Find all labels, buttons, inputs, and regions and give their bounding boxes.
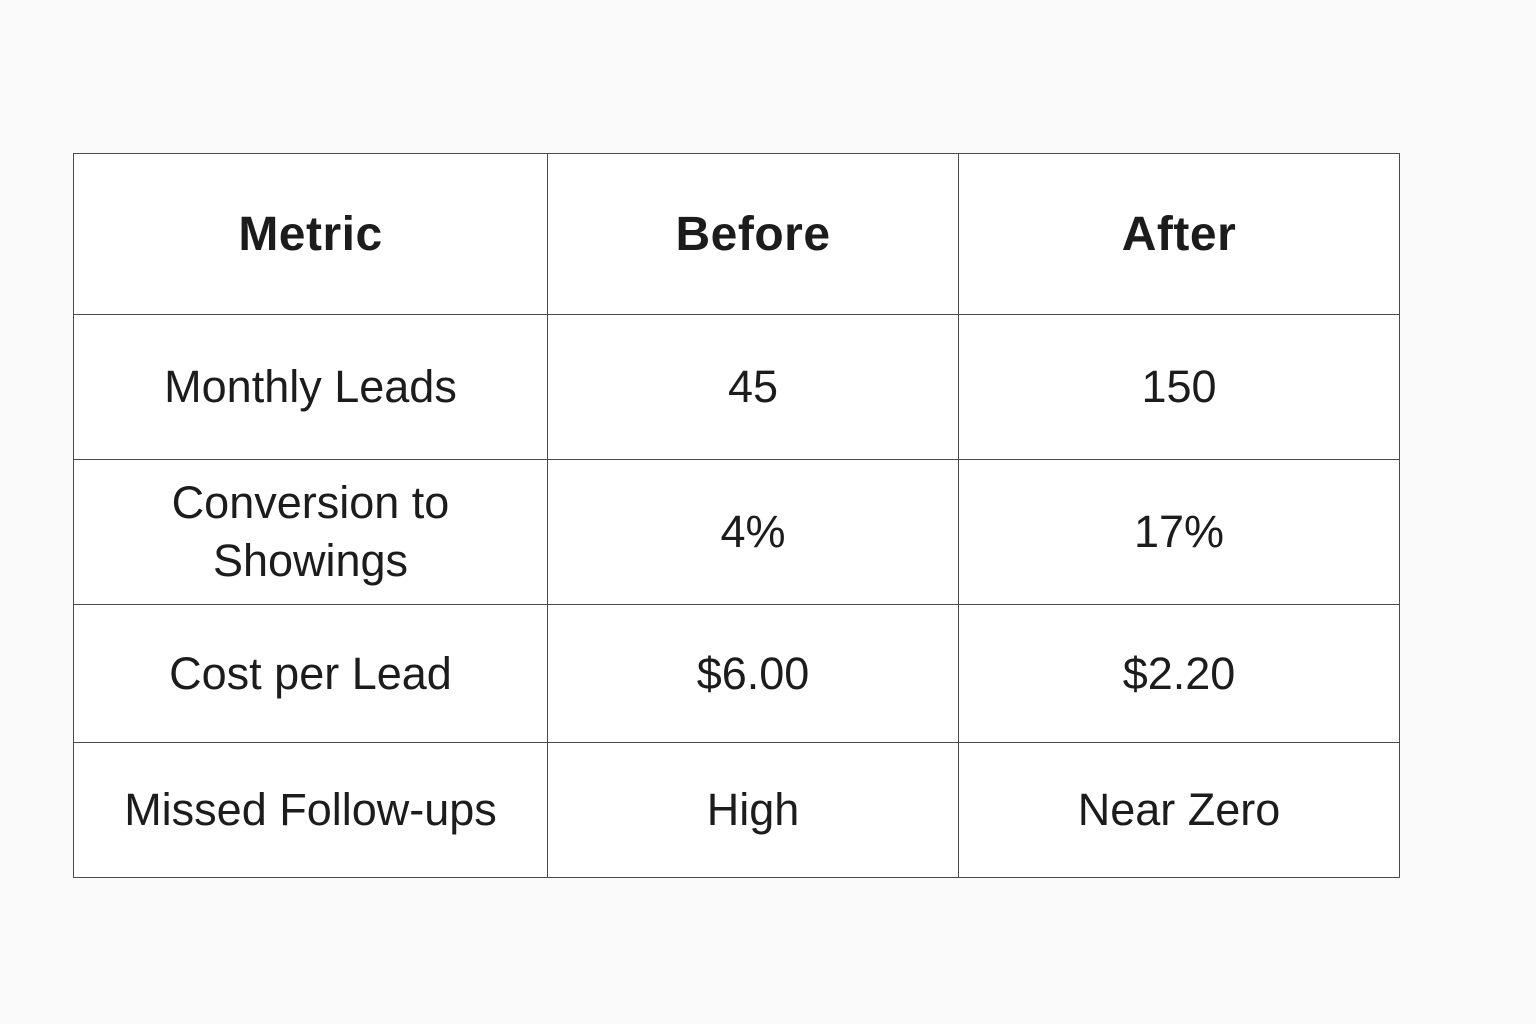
cell-after: 17%: [958, 459, 1400, 605]
header-metric: Metric: [73, 153, 548, 315]
comparison-table-container: Metric Before After Monthly Leads 45 150…: [73, 153, 1400, 878]
cell-after: 150: [958, 314, 1400, 460]
cell-after: $2.20: [958, 604, 1400, 743]
header-before: Before: [547, 153, 959, 315]
table-header-row: Metric Before After: [73, 153, 1400, 315]
cell-after: Near Zero: [958, 742, 1400, 878]
cell-metric: Missed Follow-ups: [73, 742, 548, 878]
table-row: Missed Follow-ups High Near Zero: [73, 742, 1400, 878]
header-after: After: [958, 153, 1400, 315]
table-row: Cost per Lead $6.00 $2.20: [73, 604, 1400, 743]
cell-metric: Conversion to Showings: [73, 459, 548, 605]
table-row: Monthly Leads 45 150: [73, 314, 1400, 460]
cell-before: High: [547, 742, 959, 878]
cell-before: 4%: [547, 459, 959, 605]
cell-before: 45: [547, 314, 959, 460]
comparison-table: Metric Before After Monthly Leads 45 150…: [73, 153, 1400, 878]
cell-metric: Monthly Leads: [73, 314, 548, 460]
cell-metric: Cost per Lead: [73, 604, 548, 743]
table-row: Conversion to Showings 4% 17%: [73, 459, 1400, 605]
cell-before: $6.00: [547, 604, 959, 743]
